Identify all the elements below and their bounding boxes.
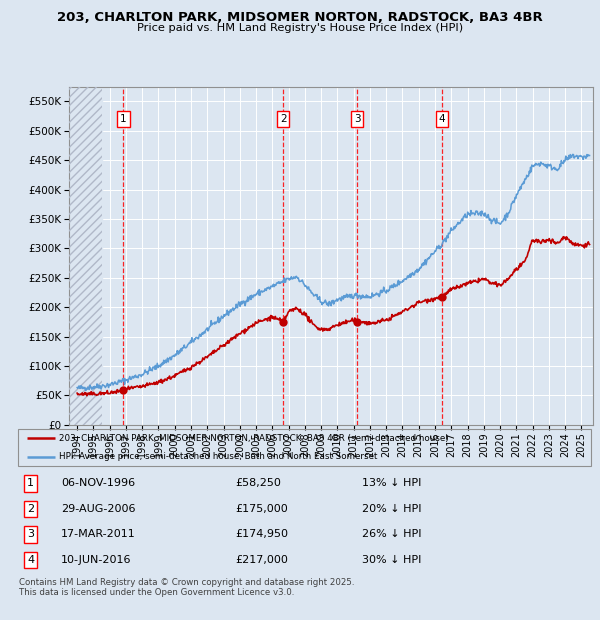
Text: Contains HM Land Registry data © Crown copyright and database right 2025.
This d: Contains HM Land Registry data © Crown c…: [19, 578, 355, 597]
Text: Price paid vs. HM Land Registry's House Price Index (HPI): Price paid vs. HM Land Registry's House …: [137, 23, 463, 33]
Text: 30% ↓ HPI: 30% ↓ HPI: [362, 555, 421, 565]
Text: 20% ↓ HPI: 20% ↓ HPI: [362, 504, 421, 514]
Text: 06-NOV-1996: 06-NOV-1996: [61, 479, 135, 489]
Text: 10-JUN-2016: 10-JUN-2016: [61, 555, 131, 565]
Text: 13% ↓ HPI: 13% ↓ HPI: [362, 479, 421, 489]
Text: 2: 2: [280, 114, 286, 124]
Text: 4: 4: [27, 555, 34, 565]
Text: £174,950: £174,950: [236, 529, 289, 539]
Text: 4: 4: [439, 114, 445, 124]
Text: HPI: Average price, semi-detached house, Bath and North East Somerset: HPI: Average price, semi-detached house,…: [59, 453, 377, 461]
Text: £58,250: £58,250: [236, 479, 281, 489]
Text: 1: 1: [27, 479, 34, 489]
Text: 3: 3: [27, 529, 34, 539]
Text: 29-AUG-2006: 29-AUG-2006: [61, 504, 136, 514]
Text: 3: 3: [354, 114, 361, 124]
Text: 1: 1: [120, 114, 127, 124]
Text: £217,000: £217,000: [236, 555, 289, 565]
Text: 2: 2: [27, 504, 34, 514]
Bar: [69, 87, 101, 425]
Text: 26% ↓ HPI: 26% ↓ HPI: [362, 529, 421, 539]
Bar: [69, 87, 101, 425]
Text: 203, CHARLTON PARK, MIDSOMER NORTON, RADSTOCK, BA3 4BR (semi-detached house): 203, CHARLTON PARK, MIDSOMER NORTON, RAD…: [59, 434, 449, 443]
Text: 203, CHARLTON PARK, MIDSOMER NORTON, RADSTOCK, BA3 4BR: 203, CHARLTON PARK, MIDSOMER NORTON, RAD…: [57, 11, 543, 24]
Text: £175,000: £175,000: [236, 504, 289, 514]
Text: 17-MAR-2011: 17-MAR-2011: [61, 529, 136, 539]
